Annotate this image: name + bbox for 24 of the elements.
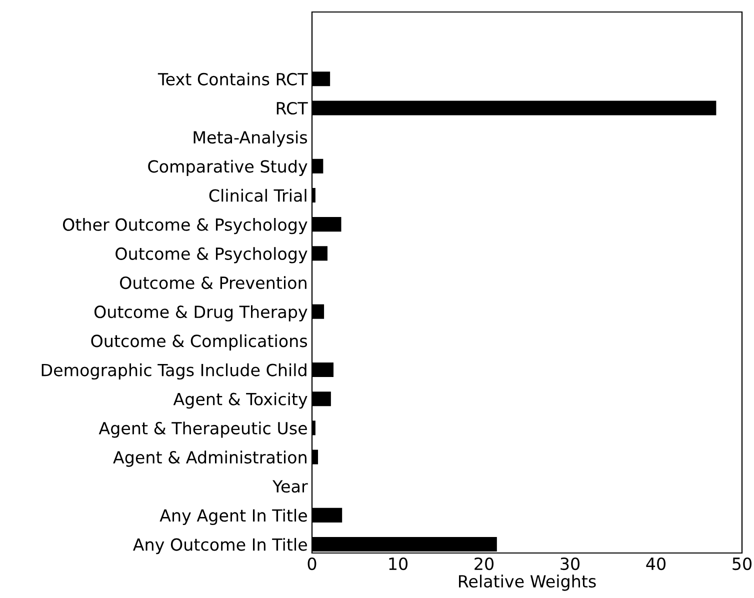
y-tick-label: Outcome & Prevention — [120, 276, 306, 290]
x-axis-title: Relative Weights — [459, 574, 596, 591]
x-tick-label: 20 — [474, 557, 494, 570]
x-tick-label: 50 — [732, 557, 752, 570]
y-tick-label: Year — [272, 480, 308, 493]
y-tick-label: Clinical Trial — [209, 188, 306, 202]
x-tick-label: 40 — [646, 557, 666, 570]
y-tick-label: Demographic Tags Include Child — [42, 363, 306, 380]
y-tick-label: Any Outcome In Title — [132, 538, 307, 554]
y-tick-label: Outcome & Psychology — [116, 247, 308, 264]
y-tick-label: Other Outcome & Psychology — [62, 218, 308, 234]
y-tick-label: Agent & Administration — [113, 450, 306, 467]
x-tick-label: 10 — [389, 557, 408, 570]
y-tick-label: Any Agent In Title — [160, 508, 307, 525]
x-tick-label: 0 — [308, 557, 316, 570]
y-tick-label: Outcome & Complications — [91, 334, 308, 350]
y-tick-label: Agent & Therapeutic Use — [98, 422, 307, 438]
y-tick-label: Meta-Analysis — [194, 130, 308, 147]
y-tick-label: Agent & Toxicity — [173, 392, 308, 409]
y-tick-label: Text Contains RCT — [158, 72, 308, 86]
y-tick-label: Comparative Study — [148, 160, 308, 176]
y-tick-label: Outcome & Drug Therapy — [94, 305, 308, 322]
y-tick-label: RCT — [276, 102, 308, 115]
x-tick-label: 30 — [560, 557, 580, 570]
